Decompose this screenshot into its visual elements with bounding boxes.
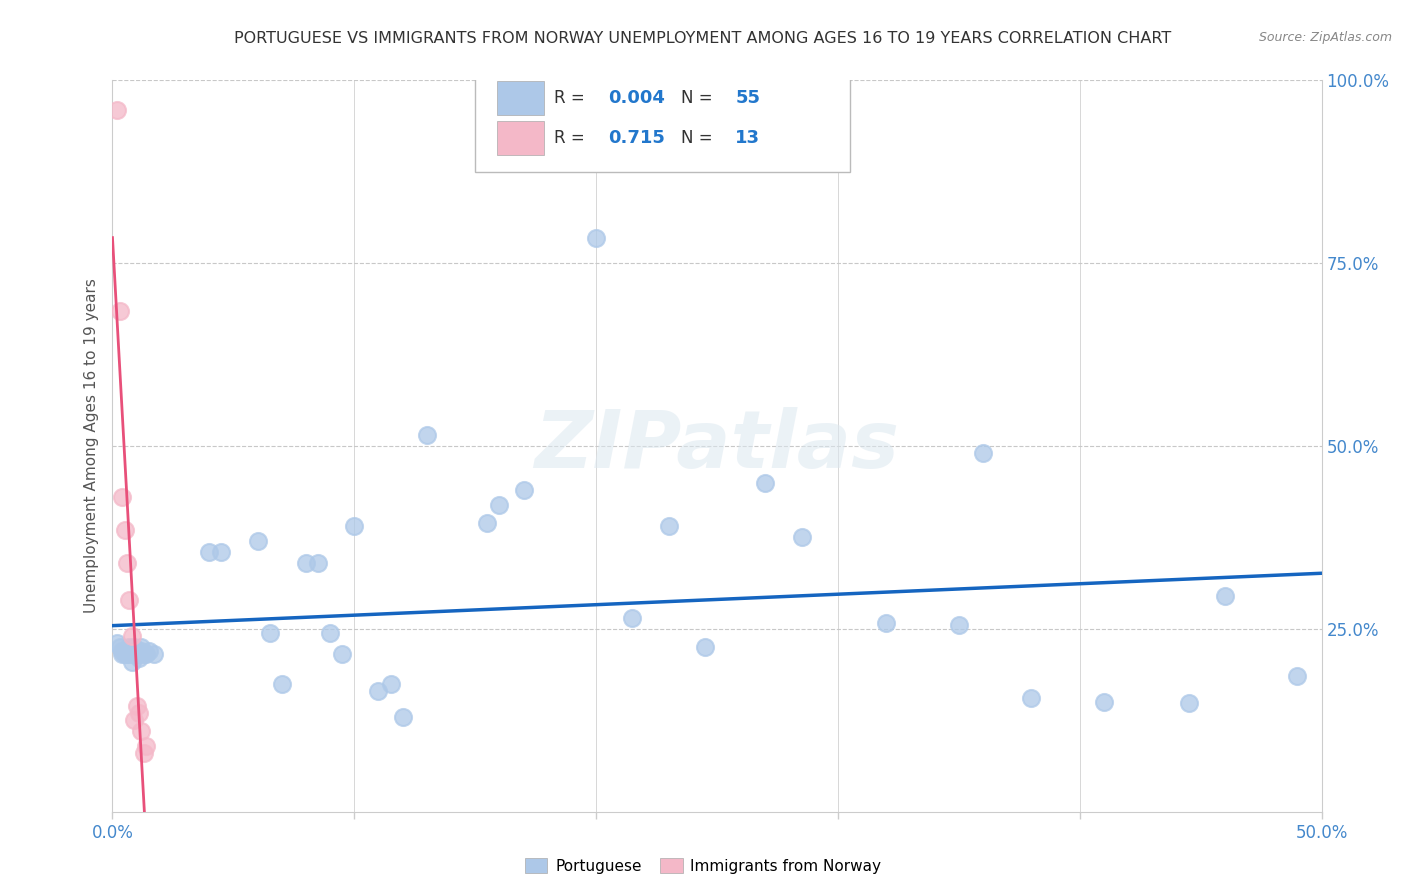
Point	[1213, 589, 1236, 603]
Point	[122, 648, 145, 662]
Point	[1286, 669, 1309, 683]
Point	[108, 303, 131, 318]
Point	[118, 648, 141, 662]
Point	[270, 676, 292, 690]
Point	[948, 618, 970, 632]
Point	[488, 498, 510, 512]
Point	[121, 655, 143, 669]
Text: N =: N =	[681, 89, 713, 107]
Point	[875, 615, 897, 630]
Point	[585, 230, 607, 244]
Text: ZIPatlas: ZIPatlas	[534, 407, 900, 485]
Point	[142, 648, 165, 662]
Point	[754, 475, 776, 490]
Point	[209, 545, 232, 559]
Point	[111, 490, 134, 504]
Point	[138, 644, 160, 658]
Point	[121, 644, 143, 658]
Text: Source: ZipAtlas.com: Source: ZipAtlas.com	[1258, 31, 1392, 45]
Point	[114, 523, 136, 537]
Point	[135, 648, 157, 662]
FancyBboxPatch shape	[496, 81, 544, 115]
Point	[122, 714, 145, 728]
Text: 13: 13	[735, 129, 761, 147]
Point	[105, 636, 128, 650]
Point	[319, 625, 342, 640]
Point	[105, 103, 128, 117]
Point	[115, 644, 138, 658]
Point	[198, 545, 221, 559]
Text: 55: 55	[735, 89, 761, 107]
Point	[658, 519, 681, 533]
Point	[790, 530, 813, 544]
Point	[367, 684, 389, 698]
Point	[512, 483, 534, 497]
Text: R =: R =	[554, 129, 585, 147]
Point	[1021, 691, 1043, 706]
Point	[132, 746, 155, 760]
Point	[131, 644, 153, 658]
Point	[131, 640, 153, 655]
Point	[295, 556, 318, 570]
Point	[246, 534, 269, 549]
Point	[115, 648, 138, 662]
Point	[416, 428, 439, 442]
Text: 0.715: 0.715	[609, 129, 665, 147]
Point	[128, 706, 150, 720]
Point	[135, 739, 157, 753]
Legend: Portuguese, Immigrants from Norway: Portuguese, Immigrants from Norway	[519, 852, 887, 880]
Y-axis label: Unemployment Among Ages 16 to 19 years: Unemployment Among Ages 16 to 19 years	[84, 278, 100, 614]
Point	[693, 640, 716, 655]
Point	[391, 709, 413, 723]
Point	[115, 556, 138, 570]
Point	[122, 640, 145, 655]
Point	[128, 648, 150, 662]
Point	[125, 698, 148, 713]
Point	[343, 519, 366, 533]
Point	[125, 648, 148, 662]
Point	[380, 676, 402, 690]
Point	[330, 648, 353, 662]
Point	[111, 648, 134, 662]
Point	[118, 592, 141, 607]
FancyBboxPatch shape	[496, 121, 544, 155]
Point	[108, 640, 131, 655]
Text: PORTUGUESE VS IMMIGRANTS FROM NORWAY UNEMPLOYMENT AMONG AGES 16 TO 19 YEARS CORR: PORTUGUESE VS IMMIGRANTS FROM NORWAY UNE…	[235, 31, 1171, 46]
Point	[1092, 695, 1115, 709]
Point	[125, 644, 148, 658]
Point	[477, 516, 499, 530]
Point	[132, 648, 155, 662]
Point	[128, 651, 150, 665]
Text: 0.004: 0.004	[609, 89, 665, 107]
Text: N =: N =	[681, 129, 713, 147]
Point	[259, 625, 281, 640]
Point	[114, 644, 136, 658]
Point	[307, 556, 329, 570]
Point	[121, 629, 143, 643]
Point	[114, 648, 136, 662]
Point	[1177, 697, 1199, 711]
Point	[111, 644, 134, 658]
Point	[131, 724, 153, 739]
Text: R =: R =	[554, 89, 585, 107]
Point	[972, 446, 994, 460]
Point	[621, 611, 644, 625]
FancyBboxPatch shape	[475, 66, 851, 171]
Point	[118, 640, 141, 655]
